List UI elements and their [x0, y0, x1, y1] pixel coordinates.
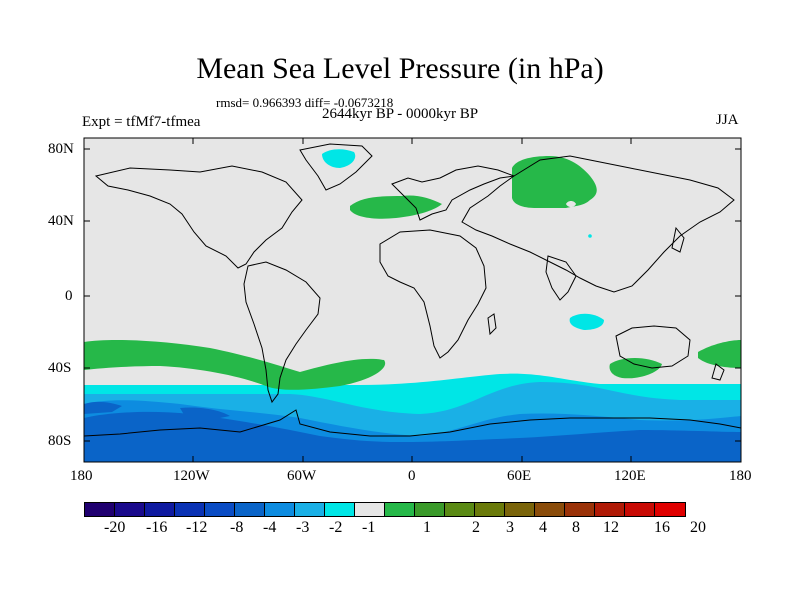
colorbar-swatch: [565, 503, 595, 516]
x-label-180w: 180: [70, 468, 93, 484]
colorbar-swatch: [595, 503, 625, 516]
colorbar-label: -16: [146, 519, 168, 536]
colorbar-swatch: [385, 503, 415, 516]
cyan-indian-ocean: [569, 313, 604, 330]
colorbar-swatch: [325, 503, 355, 516]
colorbar-label: -1: [362, 519, 376, 536]
colorbar-label: 3: [506, 519, 514, 536]
green-southwest-pacific: [698, 340, 741, 368]
colorbar-label: -4: [263, 519, 277, 536]
x-label-60e: 60E: [507, 468, 532, 484]
colorbar-swatch: [295, 503, 325, 516]
colorbar-swatch: [175, 503, 205, 516]
deep-blue-patch: [84, 401, 122, 414]
colorbar-swatch: [235, 503, 265, 516]
green-siberia: [512, 156, 597, 208]
x-label-120w: 120W: [173, 468, 210, 484]
x-label-180e: 180: [729, 468, 752, 484]
colorbar-swatch: [205, 503, 235, 516]
colorbar-label: 20: [690, 519, 706, 536]
colorbar-swatch: [145, 503, 175, 516]
colorbar-label: 1: [423, 519, 431, 536]
stats-text: rmsd= 0.966393 diff= -0.0673218: [216, 95, 394, 110]
colorbar: [84, 502, 686, 517]
colorbar-swatch: [655, 503, 685, 516]
y-label-80s: 80S: [48, 433, 72, 449]
coastlines: [84, 143, 741, 437]
colorbar-label: -3: [296, 519, 310, 536]
colorbar-label: -2: [329, 519, 343, 536]
y-label-40n: 40N: [48, 213, 74, 229]
colorbar-label: 8: [572, 519, 580, 536]
y-label-40s: 40S: [48, 360, 72, 376]
axis-ticks: [83, 138, 742, 462]
cyan-dot: [588, 234, 592, 238]
colorbar-swatch: [535, 503, 565, 516]
season-label: JJA: [716, 112, 739, 128]
colorbar-swatch: [475, 503, 505, 516]
colorbar-swatch: [85, 503, 115, 516]
siberia-notch: [566, 201, 576, 207]
colorbar-swatch: [445, 503, 475, 516]
colorbar-swatch: [265, 503, 295, 516]
green-north-atlantic: [350, 195, 442, 219]
green-south-pacific: [84, 340, 386, 390]
colorbar-swatch: [115, 503, 145, 516]
y-label-80n: 80N: [48, 141, 74, 157]
colorbar-swatch: [505, 503, 535, 516]
experiment-label: Expt = tfMf7-tfmea: [82, 114, 201, 130]
colorbar-label: -8: [230, 519, 244, 536]
plot-title: Mean Sea Level Pressure (in hPa): [196, 52, 604, 85]
colorbar-label: 4: [539, 519, 547, 536]
x-label-60w: 60W: [287, 468, 317, 484]
colorbar-swatch: [625, 503, 655, 516]
deep-blue-band: [84, 411, 741, 462]
y-label-0: 0: [65, 288, 73, 304]
deep-blue-patch-2: [180, 407, 230, 420]
x-label-0: 0: [408, 468, 416, 484]
colorbar-swatch: [355, 503, 385, 516]
colorbar-swatch: [415, 503, 445, 516]
period-text: 2644kyr BP - 0000kyr BP: [322, 106, 479, 122]
green-south-australia: [609, 358, 662, 379]
colorbar-label: 16: [654, 519, 670, 536]
x-label-120e: 120E: [614, 468, 646, 484]
cyan-greenland: [322, 149, 356, 168]
colorbar-label: -20: [104, 519, 126, 536]
colorbar-label: 12: [603, 519, 619, 536]
colorbar-label: 2: [472, 519, 480, 536]
colorbar-label: -12: [186, 519, 208, 536]
